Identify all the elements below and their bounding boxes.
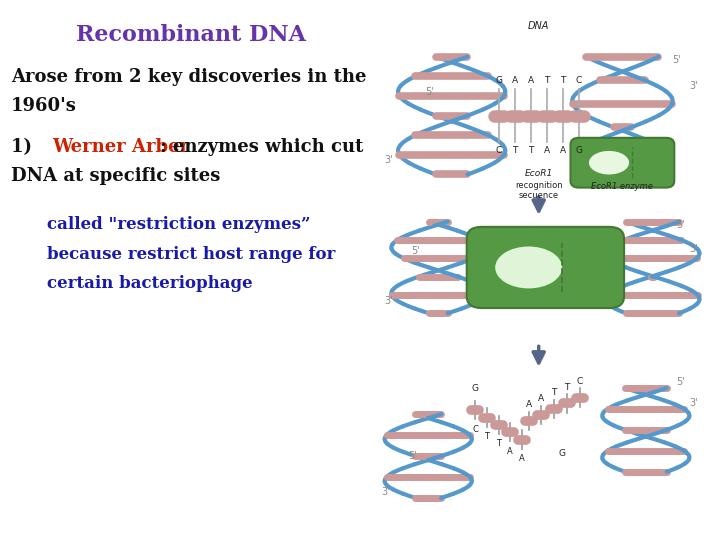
Text: A: A — [519, 454, 525, 463]
Text: T: T — [496, 439, 501, 448]
Text: T: T — [552, 388, 557, 397]
Text: G: G — [575, 146, 582, 154]
Ellipse shape — [495, 246, 562, 288]
Text: A: A — [539, 394, 544, 403]
Text: T: T — [560, 77, 565, 85]
Text: Arose from 2 key discoveries in the: Arose from 2 key discoveries in the — [11, 68, 366, 85]
FancyBboxPatch shape — [467, 227, 624, 308]
Text: Werner Arber: Werner Arber — [52, 138, 189, 156]
Text: G: G — [495, 77, 502, 85]
Text: A: A — [528, 77, 534, 85]
Text: DNA at specific sites: DNA at specific sites — [11, 167, 220, 185]
Text: G: G — [559, 449, 566, 458]
Text: recognition: recognition — [515, 180, 562, 190]
Text: A: A — [544, 146, 550, 154]
Ellipse shape — [589, 151, 629, 174]
Text: 3': 3' — [689, 82, 698, 91]
Text: C: C — [576, 77, 582, 85]
Text: A: A — [559, 146, 566, 154]
Text: 3': 3' — [384, 154, 393, 165]
Text: called "restriction enzymes”: called "restriction enzymes” — [47, 216, 310, 233]
Text: 5': 5' — [412, 246, 420, 256]
Text: secuence: secuence — [518, 191, 559, 200]
Text: 5': 5' — [672, 55, 681, 65]
Text: 5': 5' — [676, 377, 685, 387]
Text: because restrict host range for: because restrict host range for — [47, 246, 336, 262]
Text: C: C — [495, 146, 502, 154]
FancyBboxPatch shape — [570, 138, 675, 187]
Text: 5': 5' — [408, 451, 417, 461]
Text: 3': 3' — [689, 399, 698, 408]
Text: 1960's: 1960's — [11, 97, 76, 115]
Text: EcoR1: EcoR1 — [525, 169, 553, 178]
Text: T: T — [544, 77, 549, 85]
Text: T: T — [485, 432, 490, 441]
Text: certain bacteriophage: certain bacteriophage — [47, 275, 253, 292]
Text: 5': 5' — [425, 86, 433, 97]
Text: 5': 5' — [676, 220, 685, 230]
Text: C: C — [472, 424, 478, 434]
Text: EcoR1 enzyme: EcoR1 enzyme — [591, 182, 653, 191]
Text: 3': 3' — [384, 296, 393, 306]
Text: 3': 3' — [382, 487, 390, 497]
Text: T: T — [564, 383, 570, 391]
Text: Recombinant DNA: Recombinant DNA — [76, 24, 306, 46]
Text: A: A — [511, 77, 518, 85]
Text: C: C — [577, 377, 582, 386]
Text: : enzymes which cut: : enzymes which cut — [160, 138, 363, 156]
Text: T: T — [512, 146, 517, 154]
Text: T: T — [528, 146, 534, 154]
Text: 3': 3' — [689, 244, 698, 254]
Text: A: A — [508, 447, 513, 456]
Text: DNA: DNA — [528, 21, 549, 31]
Text: A: A — [526, 400, 532, 409]
Text: G: G — [472, 383, 479, 393]
Text: 1): 1) — [11, 138, 38, 156]
